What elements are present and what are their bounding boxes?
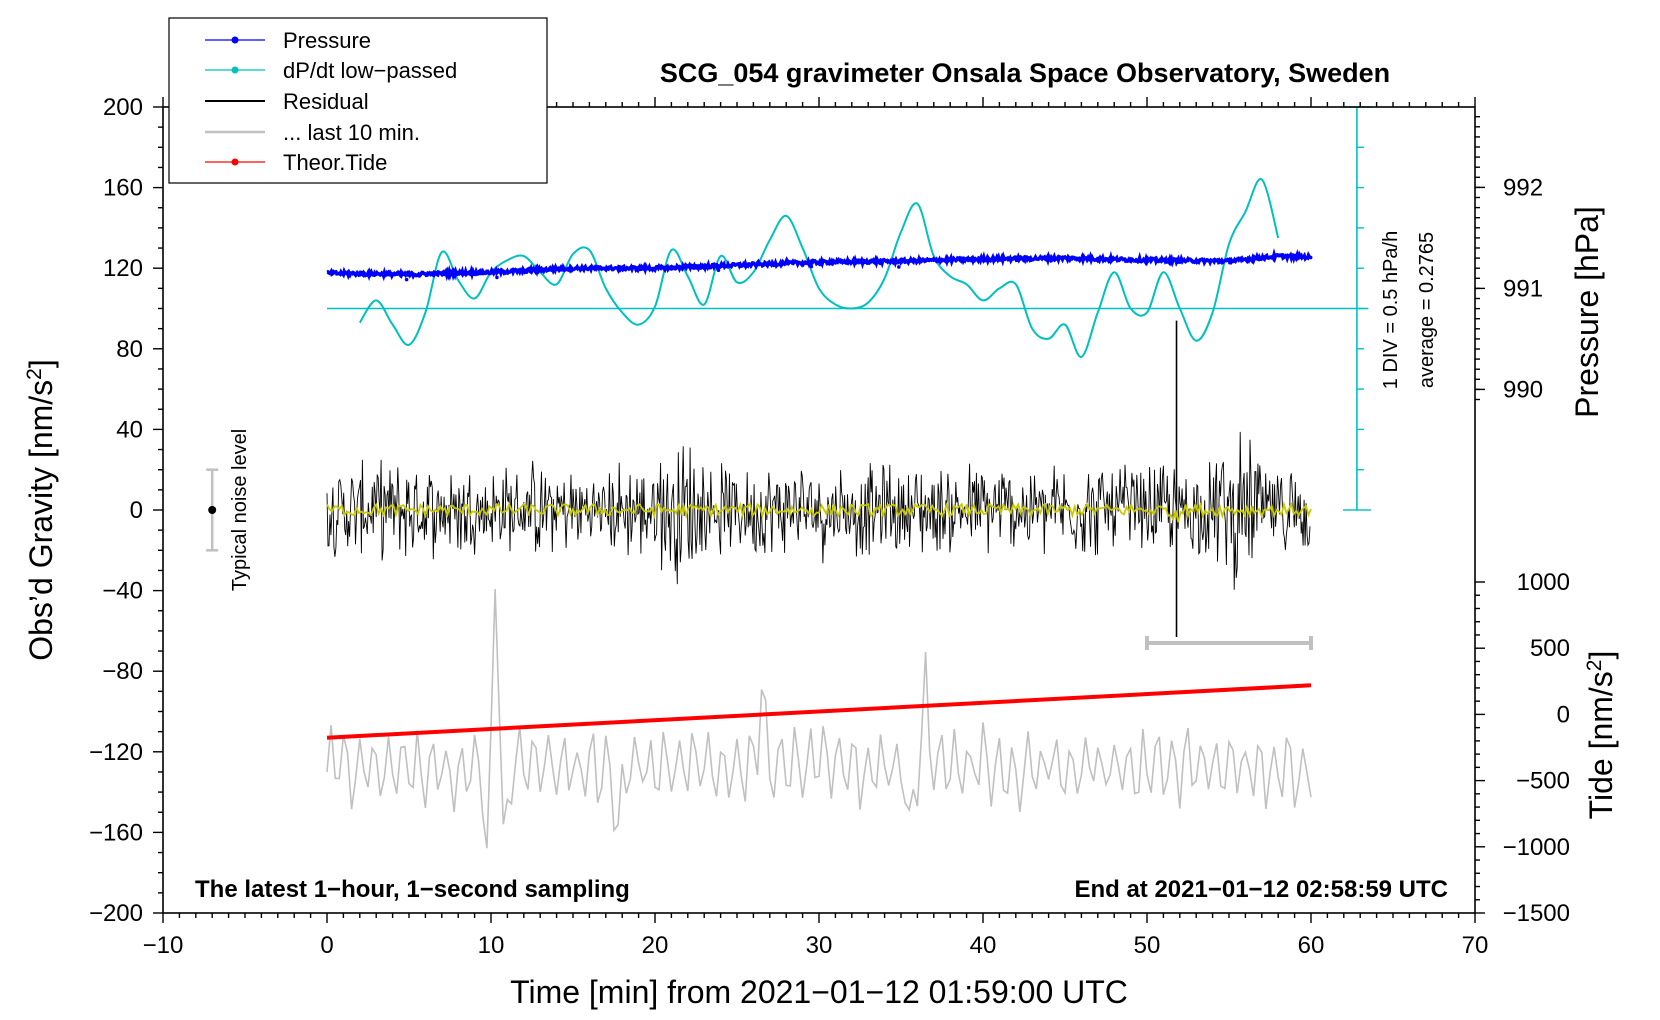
y-tick-label: −120 xyxy=(89,739,143,766)
y-axis-pressure: 992 991 990 xyxy=(1475,115,1543,403)
x-tick-label: 20 xyxy=(642,932,669,959)
legend-item-dpdt: dP/dt low−passed xyxy=(205,58,457,83)
legend-label-dpdt: dP/dt low−passed xyxy=(283,58,457,83)
legend-label-pressure: Pressure xyxy=(283,28,371,53)
y-tide-title-end: ] xyxy=(1583,651,1619,660)
y-tick-label: 160 xyxy=(103,175,143,202)
y-tick-label: −40 xyxy=(102,578,143,605)
chart-title: SCG_054 gravimeter Onsala Space Observat… xyxy=(660,58,1390,88)
pressure-point xyxy=(404,277,409,282)
tide-tick-label: 1000 xyxy=(1517,569,1570,596)
legend-label-residual: Residual xyxy=(283,89,369,114)
noise-level-label: Typical noise level xyxy=(229,429,251,591)
x-axis: −10 0 10 20 30 40 50 60 70 xyxy=(143,97,1489,959)
series-layer xyxy=(206,106,1371,849)
pressure-point xyxy=(878,261,883,266)
tide-tick-label: 500 xyxy=(1530,635,1570,662)
y-left-title-main: Obs’d Gravity [nm/s xyxy=(23,380,59,661)
tide-tick-label: −1000 xyxy=(1503,834,1570,861)
y-tick-label: 80 xyxy=(116,336,143,363)
series-residual xyxy=(326,431,1311,590)
x-tick-label: 0 xyxy=(320,932,333,959)
note-latest-hour: The latest 1−hour, 1−second sampling xyxy=(195,876,630,903)
tide-tick-label: 0 xyxy=(1557,701,1570,728)
y-left-title-sup: 2 xyxy=(23,368,46,380)
x-tick-label: 30 xyxy=(806,932,833,959)
pressure-point xyxy=(897,265,901,269)
x-tick-label: 70 xyxy=(1462,932,1489,959)
pressure-tick-label: 990 xyxy=(1503,376,1543,403)
y-tick-label: 120 xyxy=(103,255,143,282)
pressure-point xyxy=(524,270,529,275)
tide-tick-label: −1500 xyxy=(1503,900,1570,927)
x-axis-title: Time [min] from 2021−01−12 01:59:00 UTC xyxy=(510,974,1128,1010)
legend-marker-dpdt xyxy=(231,66,239,74)
pressure-point xyxy=(417,274,422,278)
pressure-point xyxy=(597,267,601,271)
x-tick-label: −10 xyxy=(143,932,184,959)
y-tide-title-sup: 2 xyxy=(1583,660,1606,672)
legend-item-last-10-min: ... last 10 min. xyxy=(205,120,420,145)
series-theor-tide xyxy=(326,683,1312,740)
y-tick-label: −80 xyxy=(102,658,143,685)
legend-marker-tide xyxy=(231,158,239,166)
y-axis-tide-title: Tide [nm/s2] xyxy=(1583,651,1620,820)
pressure-point xyxy=(1022,256,1026,261)
x-tick-label: 40 xyxy=(970,932,997,959)
y-left-title-end: ] xyxy=(23,359,59,368)
y-tick-label: 200 xyxy=(103,94,143,121)
pressure-point xyxy=(809,264,814,269)
legend: Pressure dP/dt low−passed Residual ... l… xyxy=(168,17,548,184)
y-tick-label: 40 xyxy=(116,416,143,443)
pressure-point xyxy=(716,268,721,273)
pressure-point xyxy=(669,267,674,271)
legend-label-last-10-min: ... last 10 min. xyxy=(283,120,420,145)
pressure-tick-label: 991 xyxy=(1503,275,1543,302)
legend-item-residual: Residual xyxy=(205,89,369,114)
x-tick-label: 50 xyxy=(1134,932,1161,959)
pressure-tick-label: 992 xyxy=(1503,174,1543,201)
series-dpdt-lowpassed xyxy=(358,178,1280,358)
legend-item-pressure: Pressure xyxy=(205,28,371,53)
scale-label-divisions: 1 DIV = 0.5 hPa/h xyxy=(1380,231,1402,389)
pressure-point xyxy=(414,273,418,278)
legend-label-tide: Theor.Tide xyxy=(283,150,387,175)
pressure-point xyxy=(495,275,499,280)
y-axis-pressure-title: Pressure [hPa] xyxy=(1569,206,1605,418)
y-axis-left-title: Obs’d Gravity [nm/s2] xyxy=(23,359,60,661)
y-tick-label: 0 xyxy=(130,497,143,524)
y-tick-label: −200 xyxy=(89,900,143,927)
y-axis-left: 200 160 120 80 40 0 −40 −80 −120 −160 −200 xyxy=(89,94,163,927)
y-tide-title-main: Tide [nm/s xyxy=(1583,671,1619,819)
series-residual-smoothed xyxy=(326,500,1312,523)
pressure-point xyxy=(1308,255,1313,260)
tide-tick-label: −500 xyxy=(1516,768,1570,795)
x-tick-label: 10 xyxy=(478,932,505,959)
series-pressure xyxy=(326,247,1313,282)
noise-bar-center xyxy=(208,506,217,514)
y-axis-tide: 1000 500 0 −500 −1000 −1500 xyxy=(1475,569,1570,927)
legend-marker-pressure xyxy=(231,36,239,44)
scale-label-average: average = 0.2765 xyxy=(1416,232,1438,388)
pressure-point xyxy=(617,268,622,273)
legend-item-tide: Theor.Tide xyxy=(205,150,387,175)
y-tick-label: −160 xyxy=(89,819,143,846)
x-tick-label: 60 xyxy=(1298,932,1325,959)
note-end-time: End at 2021−01−12 02:58:59 UTC xyxy=(1074,876,1448,903)
